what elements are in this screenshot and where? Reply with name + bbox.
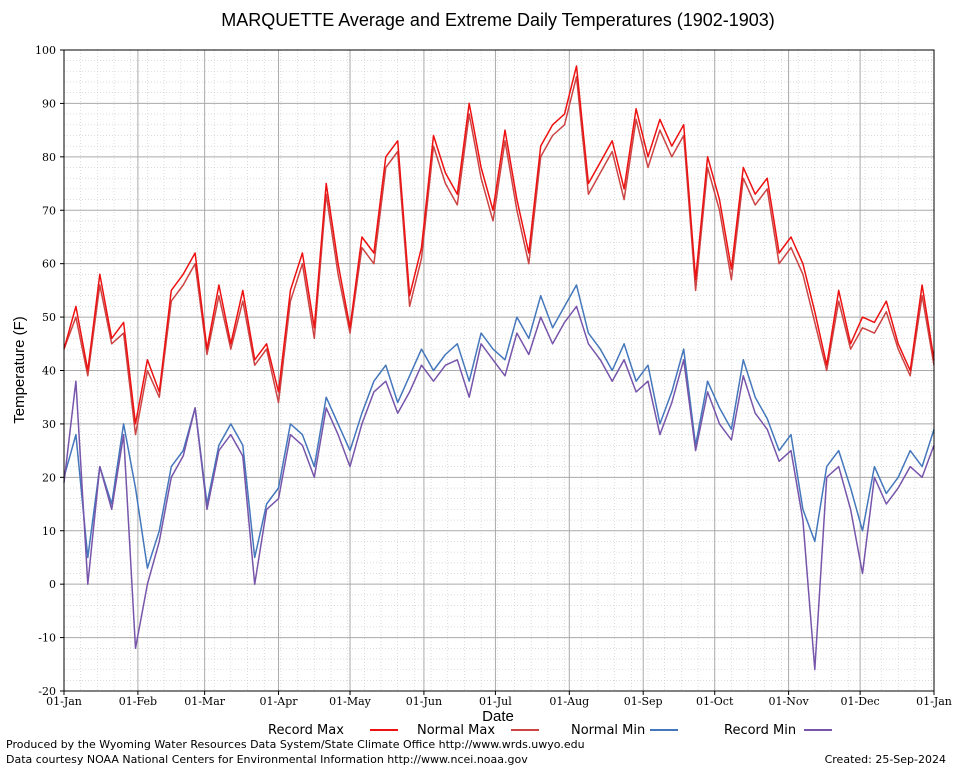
y-tick-label: 20 [42,471,56,484]
credit-line-2: Data courtesy NOAA National Centers for … [6,753,528,766]
x-tick-label: 01-Feb [119,695,157,708]
y-tick-label: 100 [35,44,56,57]
x-tick-label: 01-Oct [696,695,734,708]
x-axis-ticks: 01-Jan 01-Feb 01-Mar 01-Apr 01-May 01-Jun 01-J… [46,691,952,708]
legend-label-record-max: Record Max [268,723,344,738]
x-tick-label: 01-Jul [479,695,512,708]
x-tick-label: 01-Aug [549,695,589,708]
y-tick-label: 70 [42,204,56,217]
created-date: Created: 25-Sep-2024 [825,753,946,766]
x-tick-label: 01-Dec [841,695,880,708]
legend-label-normal-min: Normal Min [571,723,645,738]
x-tick-label: 01-Jun [406,695,442,708]
legend-label-record-min: Record Min [724,723,796,738]
y-tick-label: 80 [42,151,56,164]
series-line-record-max [63,65,935,425]
y-tick-label: 0 [49,578,56,591]
x-tick-label: 01-Apr [260,695,299,708]
series-line-normal-min [63,284,935,569]
y-tick-label: -20 [38,685,56,698]
legend-label-normal-max: Normal Max [417,723,495,738]
series-line-normal-max [63,75,935,436]
y-tick-label: 40 [42,365,56,378]
y-tick-label: 50 [42,311,56,324]
y-tick-label: 30 [42,418,56,431]
series-line-record-min [63,305,935,671]
y-axis-ticks: -20 -10 0 10 20 30 40 50 60 70 80 90 100 [35,44,64,698]
y-tick-label: 10 [42,525,56,538]
y-tick-label: 90 [42,97,56,110]
y-tick-label: -10 [38,632,56,645]
series-lines [63,65,935,671]
credit-line-1: Produced by the Wyoming Water Resources … [6,738,585,751]
x-tick-label: 01-Jan [46,695,82,708]
legend: Record Max Normal Max Normal Min Record Min [268,723,832,738]
y-axis-label: Temperature (F) [11,316,28,424]
x-tick-label: 01-Sep [624,695,663,708]
x-tick-label: 01-Mar [184,695,226,708]
x-axis-label: Date [482,708,514,725]
x-tick-label: 01-Jan [916,695,952,708]
y-tick-label: 60 [42,258,56,271]
chart-title: MARQUETTE Average and Extreme Daily Temp… [221,10,775,30]
x-tick-label: 01-Nov [769,695,810,708]
x-tick-label: 01-May [329,695,372,708]
